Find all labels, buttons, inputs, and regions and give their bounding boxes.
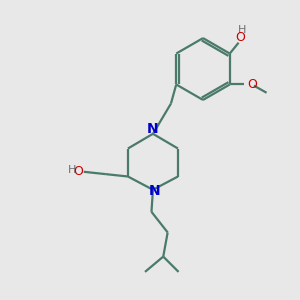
Text: H: H — [238, 25, 246, 35]
Text: O: O — [74, 165, 83, 178]
Text: H: H — [68, 165, 77, 175]
Text: N: N — [147, 122, 159, 136]
Text: N: N — [148, 184, 160, 198]
Text: O: O — [235, 31, 245, 44]
Text: O: O — [247, 78, 257, 91]
